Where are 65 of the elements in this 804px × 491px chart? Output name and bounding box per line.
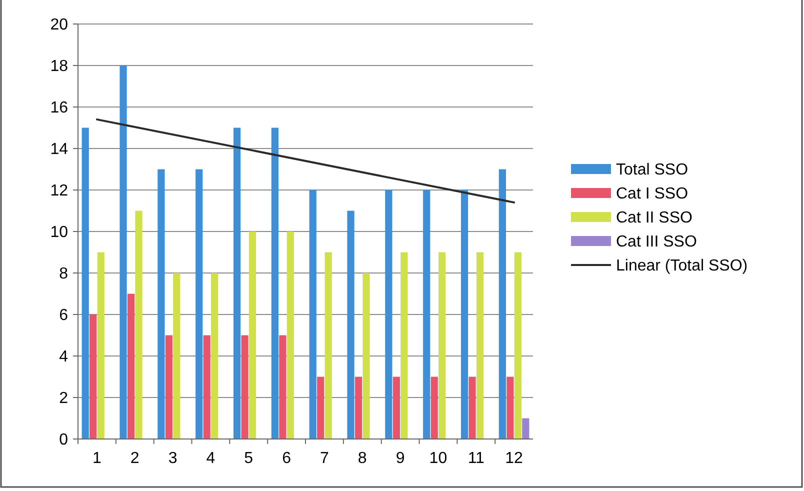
bar [347,210,354,439]
bar [196,169,203,439]
bar [279,335,286,439]
y-tick-label: 14 [50,141,68,158]
y-tick-label: 8 [59,266,68,283]
bar [506,376,514,439]
y-tick-label: 18 [50,58,68,76]
bar [120,66,127,439]
y-tick-label: 6 [59,307,68,324]
bar [400,252,408,439]
bar [392,376,400,439]
bar [286,232,294,439]
bar [135,210,142,439]
bar [82,128,89,439]
x-tick-label: 2 [130,450,140,467]
bar [233,128,241,439]
x-tick-label: 10 [429,450,448,467]
bar [241,335,248,439]
y-tick-label: 12 [50,182,68,200]
x-tick-label: 3 [168,450,178,467]
legend-label: Cat III SSO [616,234,697,251]
x-tick-label: 12 [505,450,524,467]
bar [173,273,180,439]
x-tick-label: 1 [92,450,102,467]
x-tick-label: 9 [396,450,405,467]
bar [97,252,104,439]
x-tick-label: 8 [358,450,367,467]
bar [385,190,392,439]
bar [127,294,135,439]
bar [158,169,165,439]
legend-label: Linear (Total SSO) [616,258,748,275]
bar [522,418,530,439]
bar [317,376,324,439]
bar [309,190,316,439]
y-tick-label: 10 [50,224,68,242]
y-tick-label: 4 [59,348,68,366]
bar [430,376,438,439]
bar [203,335,210,439]
bar [498,169,506,439]
y-tick-label: 16 [50,100,68,117]
bar [476,252,484,439]
bar [271,128,278,439]
bar [90,314,97,439]
y-tick-label: 2 [59,390,68,408]
bar [324,252,332,439]
legend-label: Cat I SSO [616,186,688,203]
bar [468,376,476,439]
bar [354,376,362,439]
y-tick-label: 20 [50,16,68,34]
bar [438,252,446,439]
bar [211,273,218,439]
legend-label: Total SSO [616,162,688,179]
bar [248,232,256,439]
bar [460,190,468,439]
bar [514,252,522,439]
bar [362,273,370,439]
bar [423,190,430,439]
x-tick-label: 5 [244,450,254,467]
x-tick-label: 11 [468,450,485,467]
x-tick-label: 7 [320,450,330,467]
legend-label: Cat II SSO [616,210,692,227]
y-tick-label: 0 [59,432,68,449]
x-tick-label: 4 [206,450,216,467]
x-tick-label: 6 [282,450,292,467]
bar [165,335,172,439]
